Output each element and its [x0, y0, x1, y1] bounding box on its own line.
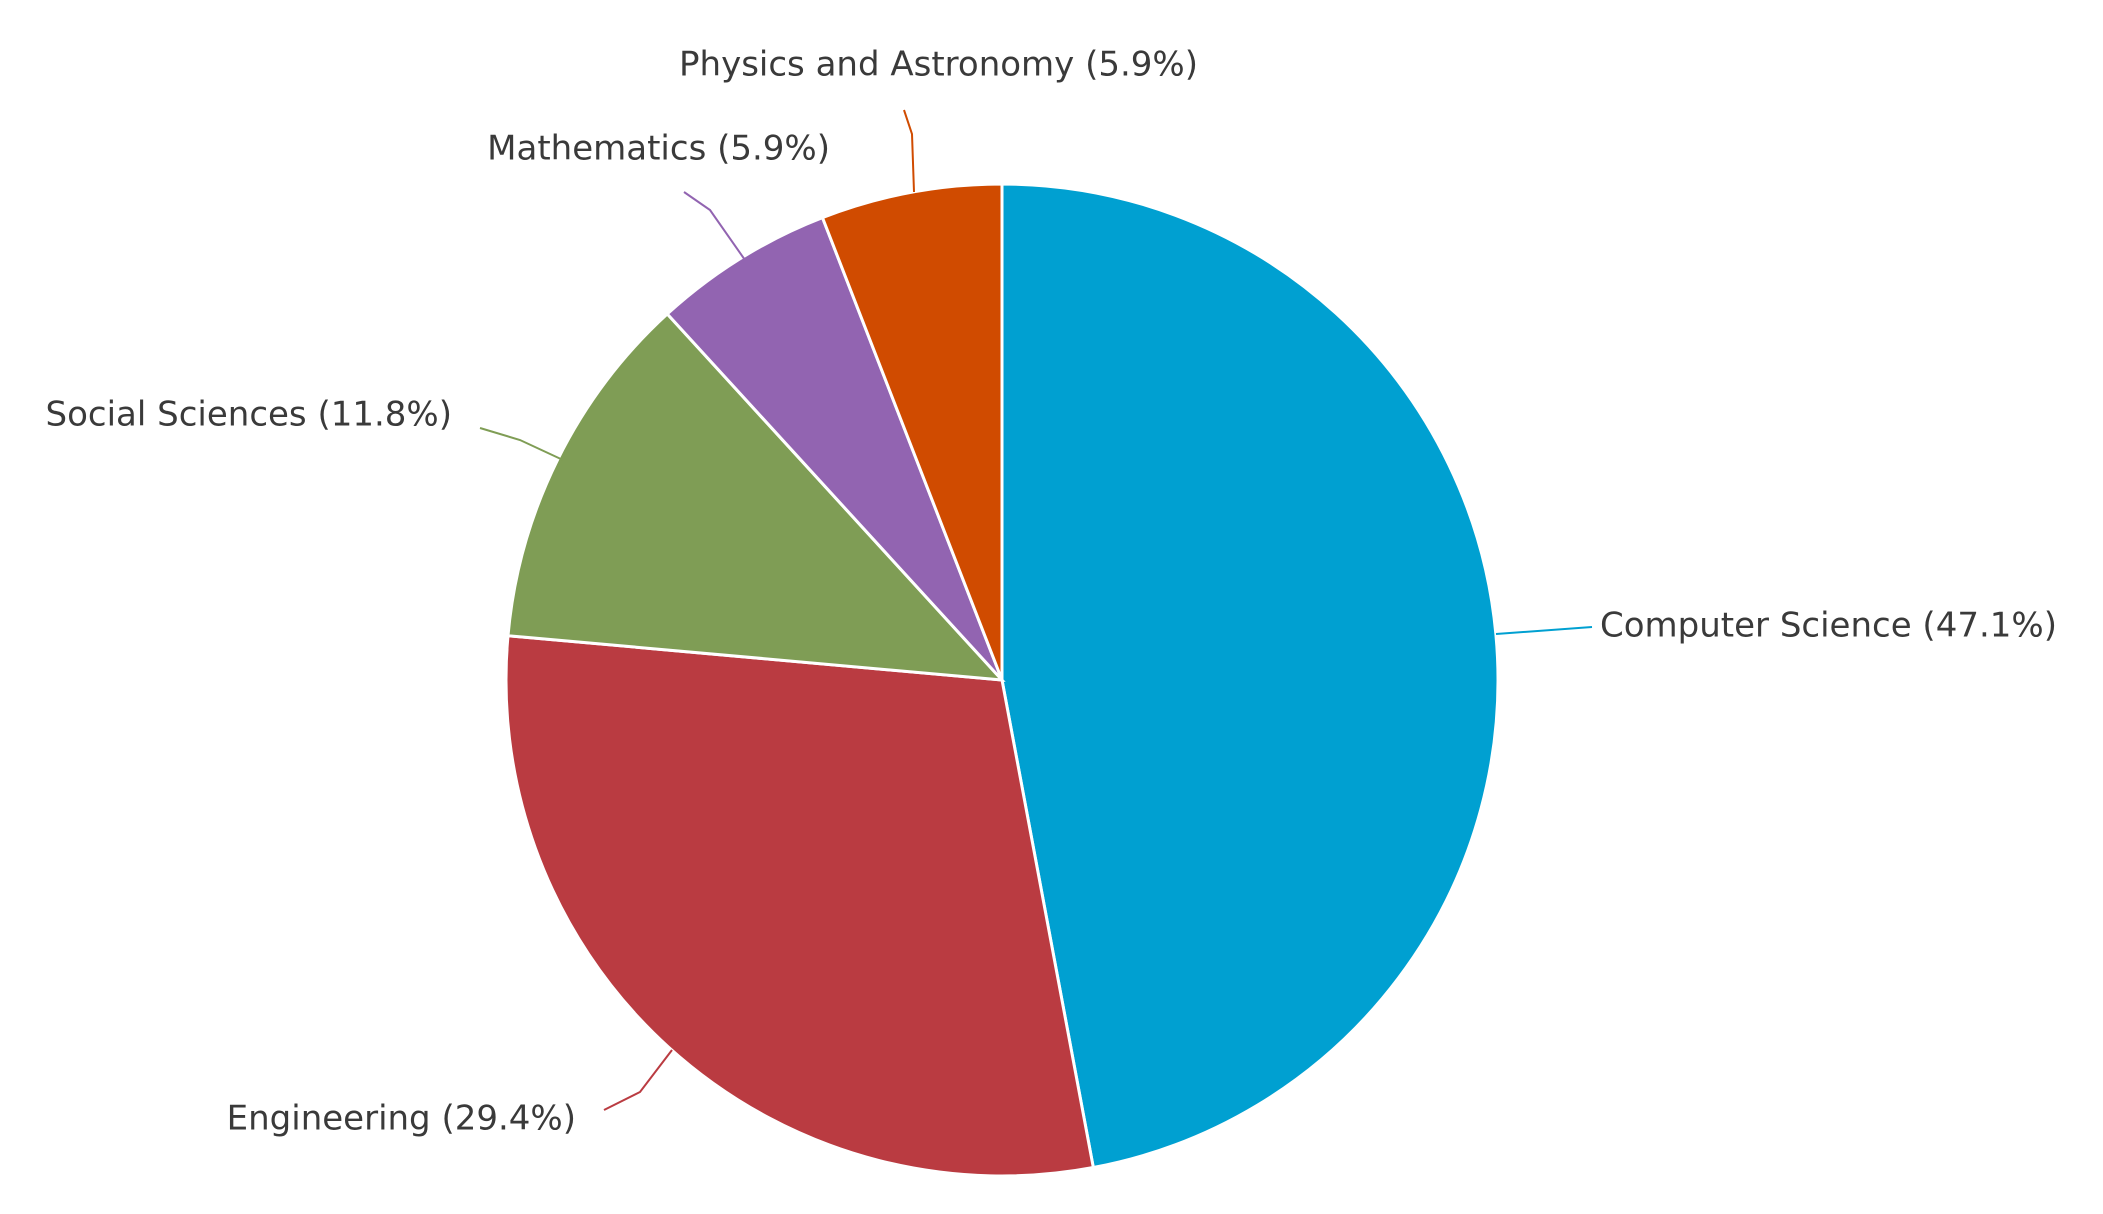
- slice-label-social-sciences: Social Sciences (11.8%): [46, 395, 452, 435]
- leader-line-mathematics: [683, 191, 746, 261]
- pie-slice-engineering: [504, 634, 1096, 1178]
- slice-label-engineering: Engineering (29.4%): [227, 1099, 576, 1139]
- pie-slice-computer-science: [1000, 182, 1500, 1170]
- slice-label-computer-science: Computer Science (47.1%): [1600, 606, 2057, 646]
- pie-slice-physics-and-astronomy: [820, 182, 1004, 681]
- pie-slices: [504, 182, 1500, 1178]
- leader-line-engineering: [603, 1049, 673, 1111]
- pie-slice-social-sciences: [506, 311, 1006, 682]
- slice-labels: Computer Science (47.1%) Engineering (29.…: [46, 45, 2057, 1139]
- leader-lines: [479, 109, 1593, 1111]
- leader-line-social-sciences: [479, 427, 564, 461]
- slice-label-mathematics: Mathematics (5.9%): [487, 129, 830, 169]
- pie-slice-mathematics: [665, 215, 1004, 682]
- leader-line-physics-and-astronomy: [903, 109, 915, 193]
- slice-label-physics-and-astronomy: Physics and Astronomy (5.9%): [679, 45, 1198, 85]
- leader-line-computer-science: [1495, 626, 1593, 635]
